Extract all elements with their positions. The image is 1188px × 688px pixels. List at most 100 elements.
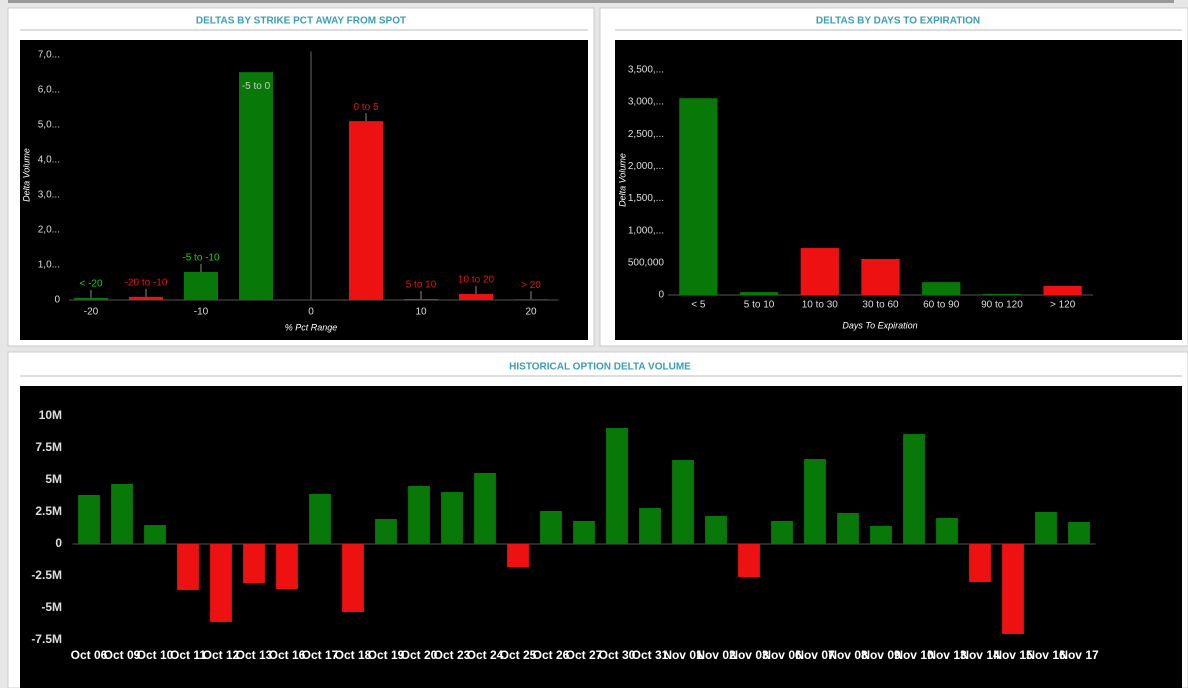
bar xyxy=(74,297,108,300)
x-tick-label: Oct 13 xyxy=(235,648,273,662)
x-tick-label: Nov 01 xyxy=(663,648,703,662)
x-tick-label: Nov 17 xyxy=(1059,648,1099,662)
bar xyxy=(739,292,779,295)
bar xyxy=(129,296,163,300)
x-tick-label: Oct 11 xyxy=(169,648,207,662)
x-tick-label: 0 xyxy=(308,307,314,318)
data-label: -20 to -10 xyxy=(125,277,168,288)
x-tick-label: Nov 09 xyxy=(861,648,901,662)
y-tick-label: 1,0... xyxy=(38,260,60,271)
x-tick-label: Nov 10 xyxy=(894,648,934,662)
x-tick-label: Oct 06 xyxy=(70,648,108,662)
x-tick-label: Oct 20 xyxy=(400,648,438,662)
y-tick-label: 1,500,... xyxy=(628,193,664,204)
x-tick-label: Oct 31 xyxy=(631,648,669,662)
bar xyxy=(903,434,925,544)
y-tick-label: 2,500,... xyxy=(628,129,664,140)
x-tick-label: Oct 24 xyxy=(466,648,504,662)
y-tick-label: -2.5M xyxy=(31,568,62,582)
x-tick-label: 60 to 90 xyxy=(923,300,960,311)
x-tick-label: Nov 03 xyxy=(729,648,769,662)
y-tick-label: -5M xyxy=(41,600,62,614)
bar xyxy=(507,544,529,568)
bar xyxy=(705,515,727,544)
bar xyxy=(738,544,760,578)
data-label: 0 to 5 xyxy=(353,102,378,113)
y-axis-label: Delta Volume xyxy=(21,148,31,202)
bar xyxy=(239,72,273,301)
bar xyxy=(969,544,991,583)
bar xyxy=(679,98,718,295)
y-tick-label: 2,0... xyxy=(38,225,60,236)
x-tick-label: Nov 07 xyxy=(795,648,835,662)
y-axis-label: Delta Volume xyxy=(617,153,627,207)
x-tick-label: Nov 14 xyxy=(960,648,1000,662)
bar xyxy=(804,459,826,544)
x-tick-label: Oct 26 xyxy=(532,648,570,662)
bar xyxy=(1068,521,1090,544)
x-tick-label: Nov 08 xyxy=(828,648,868,662)
bar xyxy=(1043,285,1082,295)
y-tick-label: 1,000,... xyxy=(628,225,664,236)
bar xyxy=(243,544,265,584)
x-tick-label: -20 xyxy=(84,307,99,318)
bar xyxy=(276,544,298,590)
x-tick-label: Oct 09 xyxy=(103,648,141,662)
x-axis-label: % Pct Range xyxy=(285,322,338,332)
bar xyxy=(177,544,199,590)
data-label: -5 to -10 xyxy=(182,253,220,264)
y-tick-label: 5M xyxy=(45,472,62,486)
bar xyxy=(408,486,430,544)
y-tick-label: 2.5M xyxy=(35,504,62,518)
bar xyxy=(936,518,958,544)
x-tick-label: Oct 10 xyxy=(136,648,174,662)
bar xyxy=(1002,544,1024,634)
chart-title: HISTORICAL OPTION DELTA VOLUME xyxy=(509,362,691,373)
y-tick-label: -7.5M xyxy=(31,632,62,646)
x-tick-label: 5 to 10 xyxy=(744,300,775,311)
x-axis-label: Days To Expiration xyxy=(842,320,917,330)
x-tick-label: Nov 15 xyxy=(993,648,1033,662)
bar xyxy=(349,121,383,301)
y-tick-label: 3,000,... xyxy=(628,97,664,108)
x-tick-label: Oct 30 xyxy=(598,648,636,662)
bar xyxy=(606,428,628,544)
y-tick-label: 10M xyxy=(39,408,62,422)
bar xyxy=(441,492,463,544)
x-tick-label: 10 xyxy=(415,307,427,318)
y-tick-label: 3,0... xyxy=(38,190,60,201)
bar xyxy=(837,513,859,544)
bar xyxy=(771,520,793,544)
x-tick-label: -10 xyxy=(194,307,209,318)
plot-background xyxy=(20,386,1182,688)
y-tick-label: 7.5M xyxy=(35,440,62,454)
y-tick-label: 7,0... xyxy=(38,50,60,61)
bar xyxy=(111,483,133,544)
bar xyxy=(922,282,961,295)
data-label: 10 to 20 xyxy=(458,275,495,286)
data-label: > 20 xyxy=(521,280,541,291)
x-tick-label: Oct 18 xyxy=(334,648,372,662)
bar xyxy=(144,525,166,544)
chart-title: DELTAS BY DAYS TO EXPIRATION xyxy=(816,16,980,27)
bar xyxy=(861,258,900,295)
bar xyxy=(342,544,364,612)
x-tick-label: Oct 19 xyxy=(367,648,405,662)
panel-edge xyxy=(8,0,1174,3)
plot-background xyxy=(20,40,588,340)
bar xyxy=(404,298,438,300)
x-tick-label: < 5 xyxy=(691,300,706,311)
data-label: < -20 xyxy=(79,279,103,290)
x-tick-label: Oct 25 xyxy=(499,648,537,662)
x-tick-label: Nov 06 xyxy=(762,648,802,662)
x-tick-label: 20 xyxy=(525,307,537,318)
chart-title: DELTAS BY STRIKE PCT AWAY FROM SPOT xyxy=(196,16,406,27)
bar xyxy=(672,460,694,544)
bar xyxy=(1035,512,1057,544)
bar xyxy=(800,248,839,295)
bar xyxy=(184,272,218,300)
x-tick-label: Oct 17 xyxy=(301,648,339,662)
y-tick-label: 3,500,... xyxy=(628,65,664,76)
data-label: -5 to 0 xyxy=(242,81,271,92)
